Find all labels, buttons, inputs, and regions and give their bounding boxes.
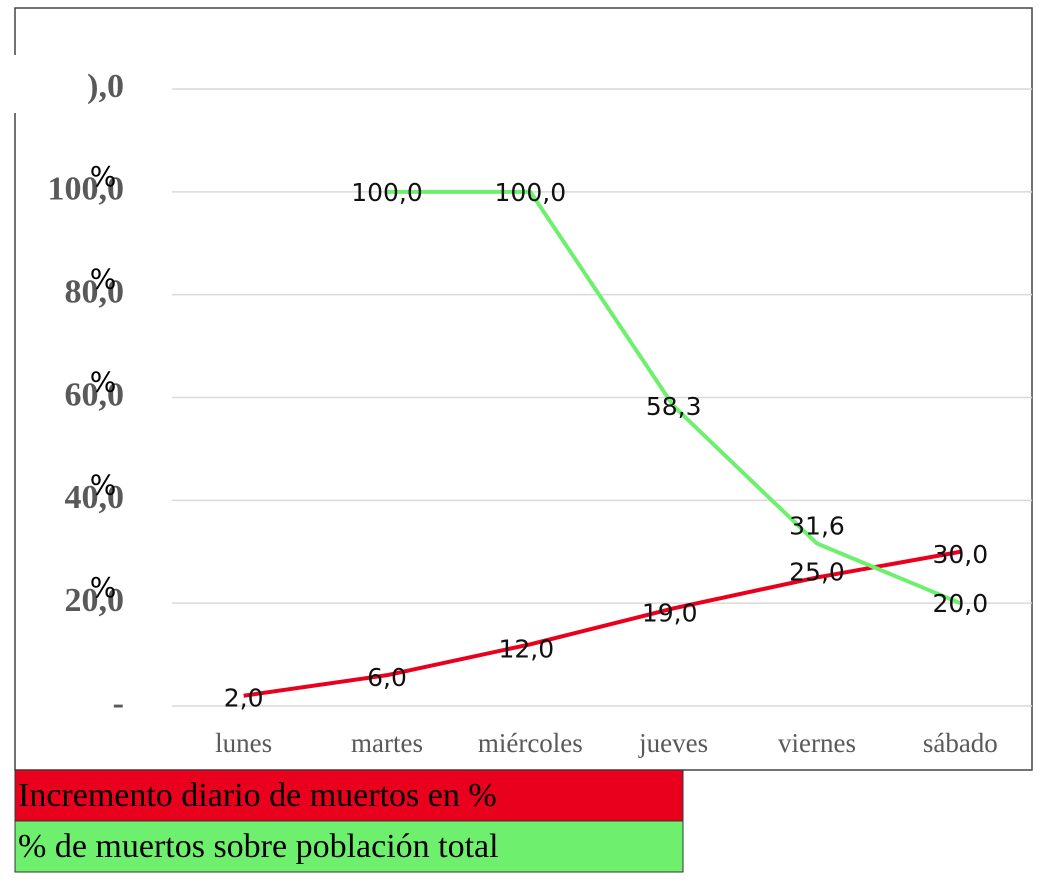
y-tick-label: 40,0	[65, 479, 125, 516]
legend-label: Incremento diario de muertos en %	[18, 777, 497, 814]
data-label: 20,0	[932, 589, 988, 618]
y-tick-unit: %	[90, 468, 117, 501]
y-tick-label: 80,0	[65, 273, 125, 310]
y-tick-unit: %	[90, 263, 117, 296]
y-tick-label: 20,0	[65, 582, 125, 619]
legend-swatch	[14, 820, 684, 873]
y-tick-unit: %	[90, 160, 117, 193]
y-tick-label: ),0	[87, 68, 124, 105]
data-label: 100,0	[351, 178, 423, 207]
y-tick-label: 100,0	[48, 171, 125, 208]
data-label: 25,0	[789, 557, 845, 586]
x-tick-label: viernes	[778, 728, 856, 758]
data-label: 30,0	[932, 540, 988, 569]
y-tick-unit: %	[90, 571, 117, 604]
data-label: 100,0	[495, 178, 567, 207]
x-tick-label: miércoles	[478, 728, 583, 758]
data-label: 6,0	[367, 663, 407, 692]
label-mask	[0, 55, 78, 113]
y-tick-unit: %	[90, 366, 117, 399]
x-tick-label: lunes	[215, 728, 272, 758]
data-label: 58,3	[646, 392, 702, 421]
x-tick-label: sábado	[923, 728, 998, 758]
data-label: 12,0	[498, 634, 554, 663]
series-line	[387, 189, 962, 606]
chart-frame	[14, 7, 1033, 771]
y-tick-label: 60,0	[65, 376, 125, 413]
data-label: 31,6	[789, 512, 845, 541]
data-label: 19,0	[642, 598, 698, 627]
legend-label: % de muertos sobre población total	[18, 828, 499, 865]
series-line	[243, 549, 961, 698]
x-tick-label: martes	[351, 728, 423, 758]
y-tick-label: -	[113, 685, 124, 722]
legend-swatch	[14, 769, 684, 822]
data-label: 2,0	[224, 684, 264, 713]
x-tick-label: jueves	[638, 728, 708, 758]
